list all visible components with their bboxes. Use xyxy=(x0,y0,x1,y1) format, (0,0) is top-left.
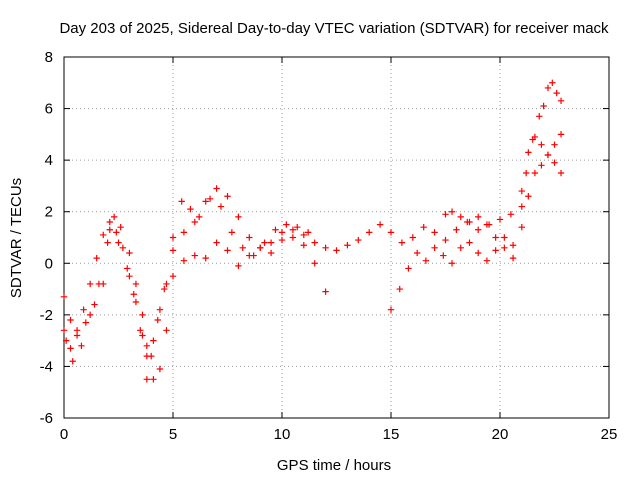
y-tick-label: 2 xyxy=(45,204,53,221)
y-tick-label: -6 xyxy=(40,410,53,427)
axes xyxy=(63,56,610,419)
x-tick-label: 15 xyxy=(383,426,400,443)
series-track-e xyxy=(442,79,565,262)
y-axis-label: SDTVAR / TECUs xyxy=(8,178,25,298)
tick-labels: 0 5 10 15 20 25 -6 -4 -2 0 2 4 6 8 xyxy=(40,49,618,443)
chart-title: Day 203 of 2025, Sidereal Day-to-day VTE… xyxy=(59,20,609,37)
y-tick-label: 0 xyxy=(45,255,53,272)
y-tick-label: -2 xyxy=(40,307,53,324)
grid-lines xyxy=(64,57,609,418)
marker-group xyxy=(387,131,565,313)
y-tick-label: 4 xyxy=(45,152,53,169)
y-tick-label: 6 xyxy=(45,101,53,118)
x-tick-label: 10 xyxy=(274,426,291,443)
x-axis-label: GPS time / hours xyxy=(277,457,391,474)
series-track-a xyxy=(60,226,329,383)
x-tick-label: 20 xyxy=(492,426,509,443)
marker-group xyxy=(60,195,312,383)
data-series xyxy=(60,79,565,383)
plot-frame xyxy=(63,56,610,419)
y-tick-label: -4 xyxy=(40,358,53,375)
x-tick-label: 25 xyxy=(601,426,618,443)
series-track-b xyxy=(60,195,312,383)
x-tick-label: 0 xyxy=(60,426,68,443)
y-tick-label: 8 xyxy=(45,49,53,66)
marker-group xyxy=(60,226,329,383)
x-tick-label: 5 xyxy=(169,426,177,443)
series-track-d xyxy=(387,131,565,313)
marker-group xyxy=(442,79,565,262)
